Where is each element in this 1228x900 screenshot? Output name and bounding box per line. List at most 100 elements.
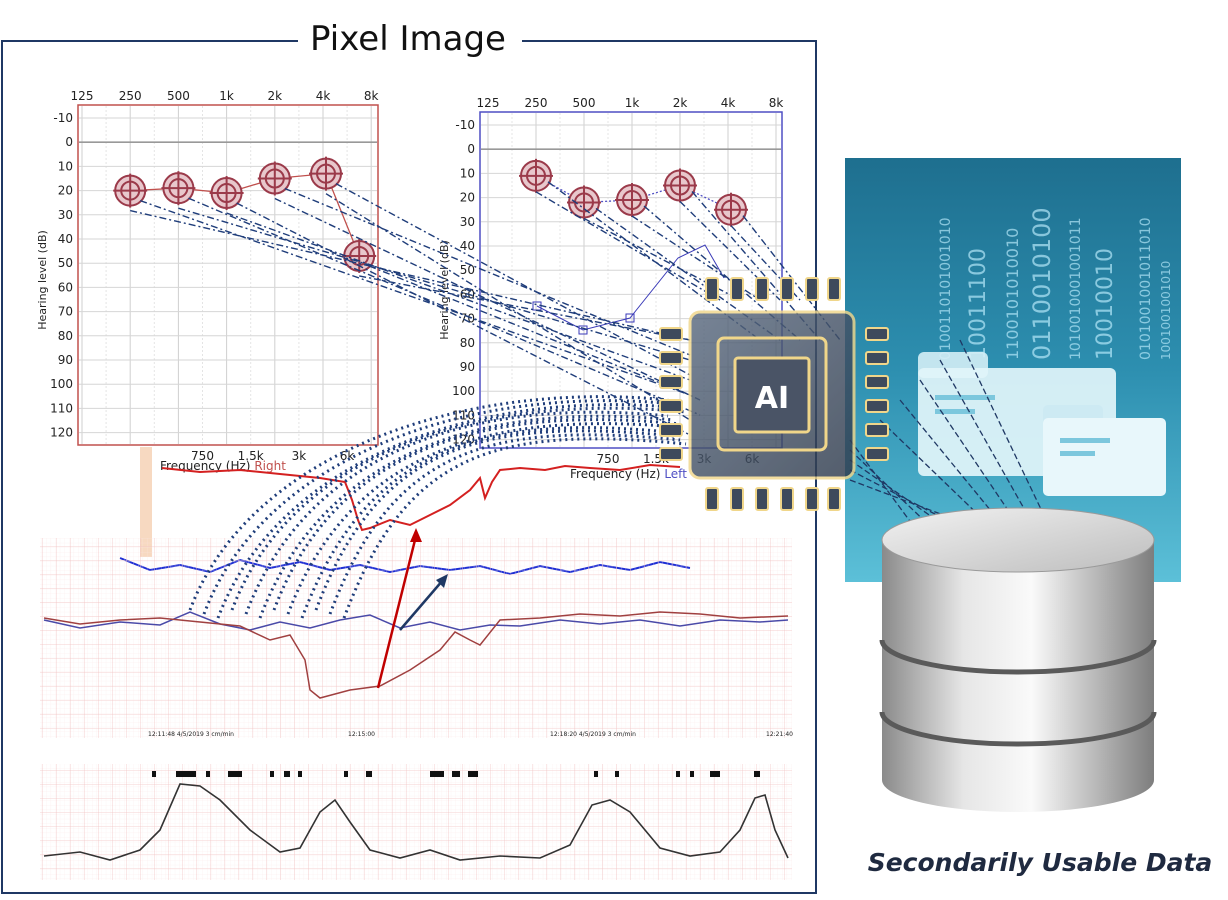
audiogram-left-xlabel: Frequency (Hz) Left <box>570 467 687 481</box>
red-arrow <box>376 528 422 689</box>
tick-label: 30 <box>460 215 475 229</box>
ctg-extraction-arc <box>202 399 675 615</box>
tick-label: 110 <box>452 408 475 422</box>
tick-label: -10 <box>455 118 475 132</box>
tick-label: 1k <box>219 89 234 103</box>
extraction-line <box>226 212 691 381</box>
threshold-marker <box>519 158 553 193</box>
tick-label: 2k <box>673 96 688 110</box>
tick-label: 250 <box>525 96 548 110</box>
hearing-threshold-line <box>535 175 732 211</box>
svg-text:10010010: 10010010 <box>1093 248 1118 360</box>
ctg-extraction-arcs <box>188 395 687 619</box>
tick-label: 500 <box>573 96 596 110</box>
ctg-extraction-arc <box>342 437 687 619</box>
audiogram-left-series <box>519 158 748 227</box>
tick-label: 3k <box>292 449 307 463</box>
file-icon <box>1043 405 1166 496</box>
ctg-timestamp: 12:15:00 <box>348 731 375 738</box>
ctg-timestamp: 12:18:20 4/5/2019 3 cm/min <box>550 731 636 738</box>
tick-label: 100 <box>452 384 475 398</box>
tick-label: 50 <box>58 256 73 270</box>
tick-label: 750 <box>597 452 620 466</box>
tick-label: 90 <box>58 353 73 367</box>
ctg-red-trace <box>43 611 789 699</box>
threshold-marker <box>257 161 292 196</box>
extraction-line <box>359 275 691 341</box>
extraction-line <box>178 207 691 361</box>
extraction-line <box>130 209 691 341</box>
tick-label: 120 <box>50 426 73 440</box>
extraction-line <box>691 191 821 341</box>
pixel-image-frame: Pixel Image <box>1 19 817 894</box>
svg-text:1010010001001011: 1010010001001011 <box>1068 217 1084 360</box>
binary-data-panel: 0100110101001010 10011100 1100101010010 … <box>845 158 1181 582</box>
audiogram-right-grid <box>79 106 377 444</box>
ai-chip-label: AI <box>755 381 789 416</box>
audiogram-right-bottom-ticks: 750 1.5k 3k 6k <box>191 449 354 463</box>
tick-label: 50 <box>460 263 475 277</box>
ctg-timestamp: 12:11:48 4/5/2019 3 cm/min <box>148 731 234 738</box>
threshold-marker <box>113 173 148 208</box>
ctg-timestamps: 12:11:48 4/5/2019 3 cm/min 12:15:00 12:18:… <box>148 731 793 738</box>
tick-label: 4k <box>721 96 736 110</box>
extraction-line <box>730 225 801 301</box>
tick-label: 40 <box>58 232 73 246</box>
database-icon <box>879 507 1157 812</box>
tick-label: 4k <box>316 89 331 103</box>
tick-label: 110 <box>50 401 73 415</box>
extraction-line <box>335 183 691 376</box>
tick-label: 2k <box>268 89 283 103</box>
tick-label: 125 <box>477 96 500 110</box>
audiogram-left-masked-curve <box>536 244 725 331</box>
event-marks <box>152 771 760 777</box>
masked-marker <box>625 313 635 323</box>
tick-label: 6k <box>340 449 355 463</box>
tick-label: 250 <box>119 89 142 103</box>
extraction-line <box>274 197 701 401</box>
tick-label: 0 <box>65 135 73 149</box>
frame-title: Pixel Image <box>310 19 506 59</box>
tick-label: 100 <box>50 377 73 391</box>
threshold-marker <box>209 176 244 211</box>
extracted-red-trace <box>161 463 681 532</box>
svg-text:0100110101001010: 0100110101001010 <box>938 217 954 360</box>
tick-label: 125 <box>71 89 94 103</box>
svg-text:1100101010010: 1100101010010 <box>1003 228 1022 360</box>
tick-label: 0 <box>467 142 475 156</box>
svg-text:0110010100: 0110010100 <box>1028 207 1056 360</box>
tick-label: 80 <box>58 329 73 343</box>
chip-pins <box>659 277 889 511</box>
tick-label: 60 <box>58 280 73 294</box>
tick-label: 1.5k <box>238 449 264 463</box>
threshold-marker <box>309 156 343 191</box>
tick-label: -10 <box>53 111 73 125</box>
tick-label: 90 <box>460 360 475 374</box>
ctg-strip-heart-rate: 12:11:48 4/5/2019 3 cm/min 12:15:00 12:18:… <box>40 538 793 738</box>
tick-label: 120 <box>452 433 475 447</box>
extraction-lines <box>130 181 841 436</box>
tick-label: 20 <box>58 184 73 198</box>
extraction-line <box>284 187 691 356</box>
extraction-line <box>188 197 701 416</box>
svg-text:10011100: 10011100 <box>966 248 991 360</box>
extraction-line <box>631 215 761 301</box>
svg-text:1001001001010: 1001001001010 <box>1159 261 1173 360</box>
tick-label: 750 <box>191 449 214 463</box>
ctg-blue-trace <box>43 611 789 631</box>
tick-label: 10 <box>460 166 475 180</box>
caption: Secondarily Usable Data <box>868 848 1213 877</box>
ctg-strip-contractions <box>40 764 792 880</box>
blue-arrow <box>399 574 448 631</box>
binary-stream-texture: 0100110101001010 10011100 1100101010010 … <box>938 207 1173 360</box>
extraction-line <box>325 193 691 421</box>
svg-text:0101001001011010: 0101001001011010 <box>1138 217 1154 360</box>
audiogram-right: 125 250 500 1k 2k 4k 8k -10 0 10 20 30 40 50 60 70 80 90… <box>36 89 379 473</box>
tick-label: 8k <box>364 89 379 103</box>
ctg-extraction-arc <box>314 429 675 611</box>
extraction-line <box>368 265 691 396</box>
connector-bar <box>140 447 152 557</box>
tick-label: 40 <box>460 239 475 253</box>
